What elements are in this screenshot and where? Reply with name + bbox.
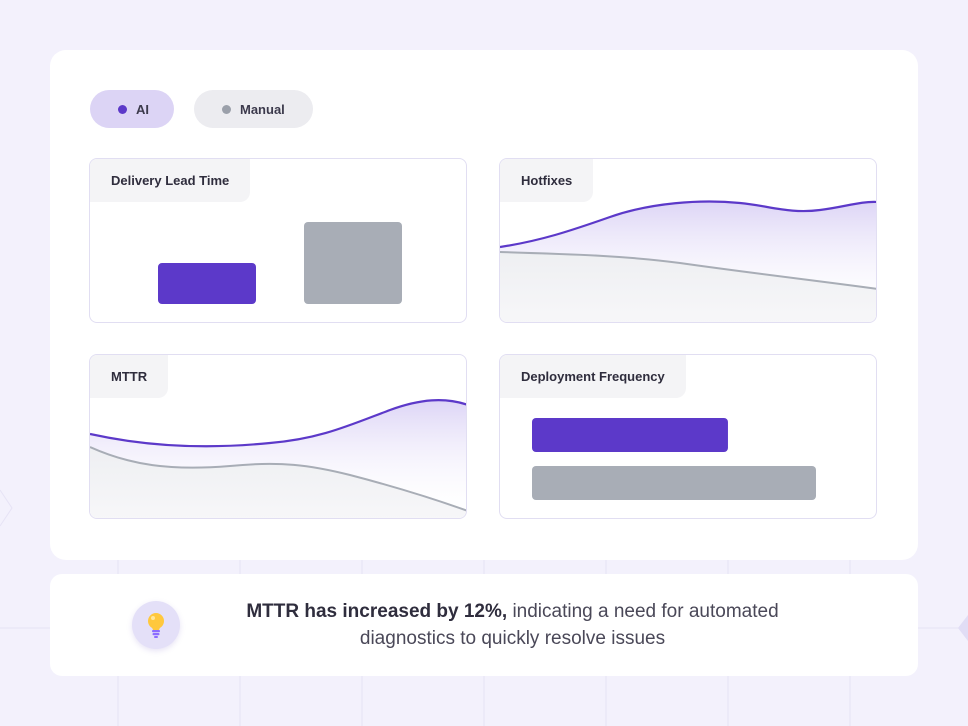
area-manual-hotfixes [500,252,876,322]
bar-manual-deployment-frequency [532,466,816,500]
panel-mttr: MTTR [89,354,467,519]
area-manual-mttr [90,447,466,518]
panel-delivery-lead-time: Delivery Lead Time [89,158,467,323]
line-manual-hotfixes [500,251,876,290]
lightbulb-icon [132,601,180,649]
legend-ai-label: AI [136,101,149,117]
panel-title-hotfixes: Hotfixes [500,159,594,202]
bar-ai-deployment-frequency [532,418,728,452]
panel-title-delivery-lead-time: Delivery Lead Time [90,159,251,202]
insight-highlight: MTTR has increased by 12%, [246,601,508,622]
main-card: AI Manual Delivery Lead Time Hotfixes [50,50,918,560]
insight-body: indicating a need for automated diagnost… [359,601,779,649]
manual-dot-icon [222,104,231,114]
panel-title-mttr: MTTR [90,355,169,398]
insight-text: MTTR has increased by 12%, indicating a … [225,598,800,652]
line-manual-mttr [90,446,466,512]
legend-ai-toggle[interactable]: AI [90,90,174,128]
insight-card: MTTR has increased by 12%, indicating a … [50,574,918,676]
panel-hotfixes: Hotfixes [499,158,877,323]
legend-manual-toggle[interactable]: Manual [194,90,313,128]
panel-title-deployment-frequency: Deployment Frequency [500,355,686,398]
bar-manual-delivery-lead-time [304,222,402,304]
line-ai-mttr [90,399,466,448]
ai-dot-icon [118,104,127,114]
bar-ai-delivery-lead-time [158,263,256,304]
panel-deployment-frequency: Deployment Frequency [499,354,877,519]
legend-manual-label: Manual [240,101,285,117]
line-ai-hotfixes [500,200,876,249]
